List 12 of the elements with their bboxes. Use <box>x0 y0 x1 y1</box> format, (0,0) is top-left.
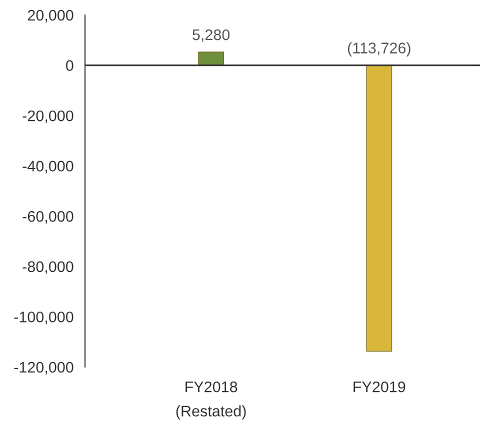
x-tick-label: FY2018 (Restated) <box>176 381 246 420</box>
data-label: 5,280 <box>192 29 230 42</box>
y-tick-label: -20,000 <box>22 110 74 124</box>
y-tick-label: -40,000 <box>22 160 74 174</box>
y-tick-label: -80,000 <box>22 261 74 274</box>
y-tick-label: -60,000 <box>22 211 74 224</box>
y-tick-label: -100,000 <box>14 312 74 324</box>
data-label: (113,726) <box>348 42 410 56</box>
y-tick-label: -120,000 <box>14 362 74 374</box>
y-tick-label: 20,000 <box>28 10 74 22</box>
x-tick-label: FY2019 <box>354 381 406 392</box>
y-tick-label: 0 <box>66 60 74 71</box>
